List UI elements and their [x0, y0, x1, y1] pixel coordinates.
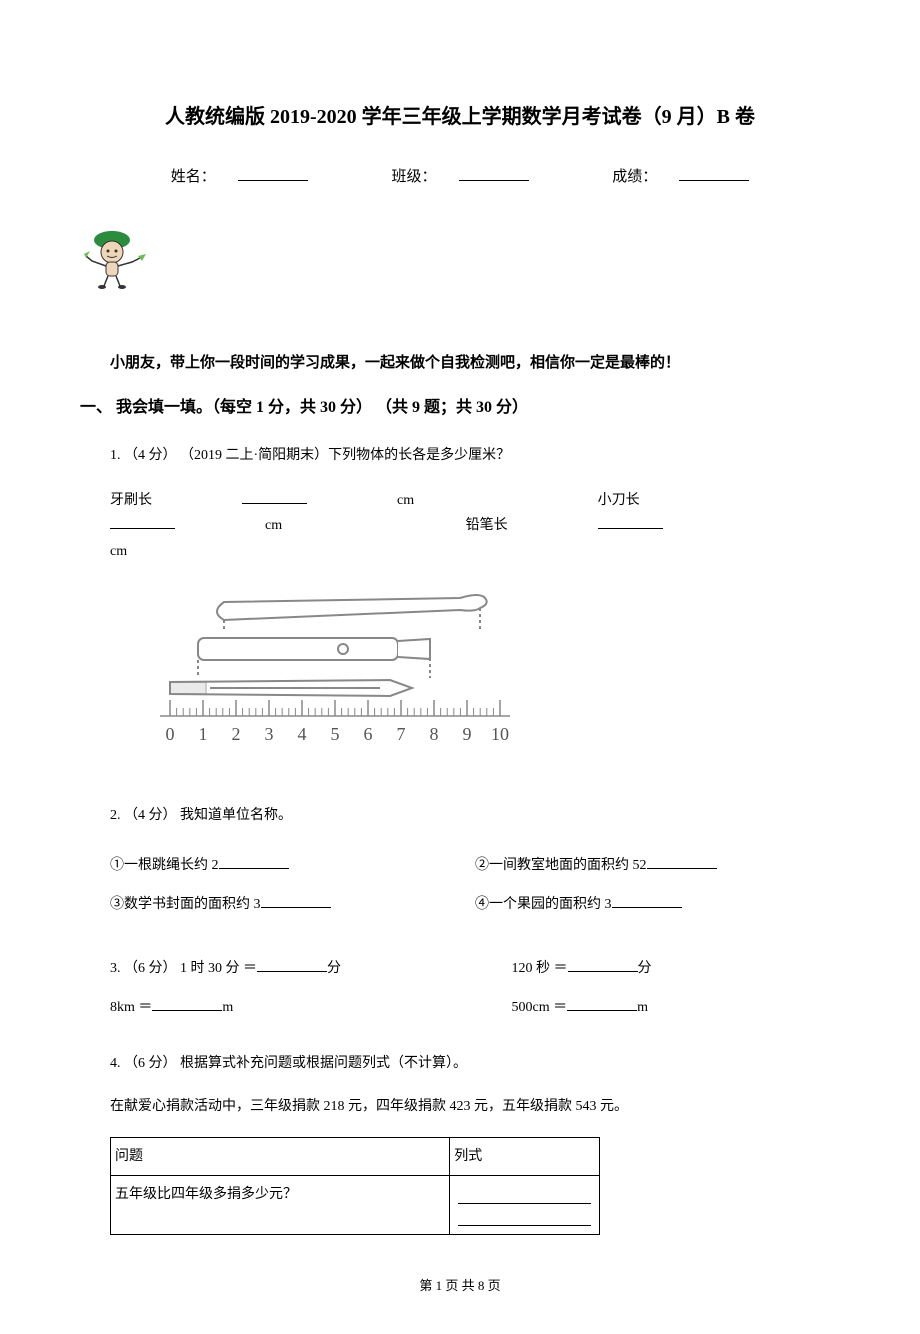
svg-text:0: 0: [166, 724, 175, 744]
svg-text:7: 7: [397, 724, 406, 744]
q4-table-header-question: 问题: [111, 1138, 450, 1176]
question-4-context: 在献爱心捐款活动中，三年级捐款 218 元，四年级捐款 423 元，五年级捐款 …: [110, 1094, 840, 1119]
ruler-diagram: 0 1 2 3 4 5 6 7 8 9 10: [140, 584, 840, 773]
cartoon-boy-icon: [80, 226, 155, 291]
class-label: 班级：: [371, 165, 548, 186]
q1-blank-toothbrush: 牙刷长cm: [110, 493, 504, 508]
exam-title: 人教统编版 2019-2020 学年三年级上学期数学月考试卷（9 月）B 卷: [80, 100, 840, 129]
q2-item-1: ①一根跳绳长约 2: [110, 846, 475, 885]
student-info-line: 姓名： 班级： 成绩：: [80, 165, 840, 186]
intro-text: 小朋友，带上你一段时间的学习成果，一起来做个自我检测吧，相信你一定是最棒的！: [80, 351, 840, 375]
question-4: 4. （6 分） 根据算式补充问题或根据问题列式（不计算）。 在献爱心捐款活动中…: [80, 1051, 840, 1236]
page-footer: 第 1 页 共 8 页: [80, 1275, 840, 1294]
question-1: 1. （4 分） （2019 二上·简阳期末）下列物体的长各是多少厘米？ 牙刷长…: [80, 443, 840, 773]
svg-text:3: 3: [265, 724, 274, 744]
q3-item-3: 8km ＝m: [110, 988, 512, 1027]
question-4-text: 4. （6 分） 根据算式补充问题或根据问题列式（不计算）。: [110, 1051, 836, 1076]
q2-item-4: ④一个果园的面积约 3: [475, 885, 840, 924]
q3-item-1: 3. （6 分） 1 时 30 分 ＝分: [110, 949, 512, 988]
svg-text:2: 2: [232, 724, 241, 744]
q4-table-header-formula: 列式: [450, 1138, 600, 1176]
svg-text:10: 10: [491, 724, 509, 744]
question-2-text: 2. （4 分） 我知道单位名称。: [110, 803, 836, 828]
question-4-table: 问题 列式 五年级比四年级多捐多少元？: [110, 1137, 600, 1235]
question-2: 2. （4 分） 我知道单位名称。 ①一根跳绳长约 2 ②一间教室地面的面积约 …: [80, 803, 840, 925]
svg-text:4: 4: [298, 724, 307, 744]
q4-table-row1-answer: [450, 1176, 600, 1235]
question-3: 3. （6 分） 1 时 30 分 ＝分 120 秒 ＝分 8km ＝m 500…: [80, 949, 840, 1027]
section-one-header: 一、 我会填一填。（每空 1 分，共 30 分） （共 9 题；共 30 分）: [80, 393, 840, 417]
score-label: 成绩：: [592, 165, 769, 186]
question-1-text: 1. （4 分） （2019 二上·简阳期末）下列物体的长各是多少厘米？: [110, 443, 836, 468]
q4-table-row1-question: 五年级比四年级多捐多少元？: [111, 1176, 450, 1235]
name-label: 姓名：: [151, 165, 328, 186]
svg-text:1: 1: [199, 724, 208, 744]
q2-item-2: ②一间教室地面的面积约 52: [475, 846, 840, 885]
q3-item-2: 120 秒 ＝分: [512, 949, 841, 988]
svg-text:6: 6: [364, 724, 373, 744]
svg-text:9: 9: [463, 724, 472, 744]
svg-text:5: 5: [331, 724, 340, 744]
q2-item-3: ③数学书封面的面积约 3: [110, 885, 475, 924]
svg-text:8: 8: [430, 724, 439, 744]
q3-item-4: 500cm ＝m: [512, 988, 841, 1027]
